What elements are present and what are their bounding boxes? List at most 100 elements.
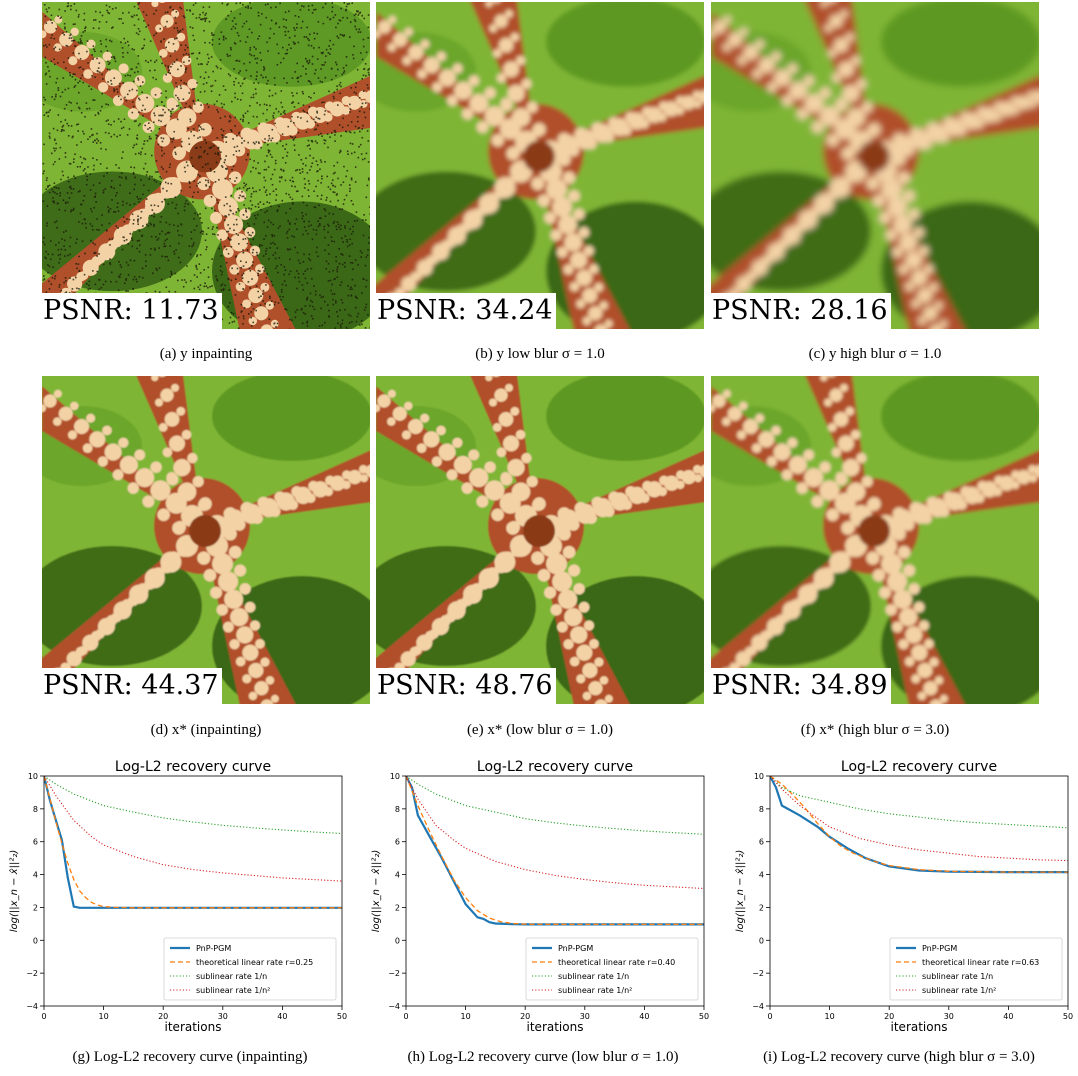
line-chart: Log-L2 recovery curve 0 10 20 30 40 50 −4 −2 0 2 4 6… [734,759,1073,1034]
series-line [44,776,342,835]
legend-label: theoretical linear rate r=0.25 [196,958,313,967]
series-line [44,776,342,882]
y-tick-label: −4 [388,1002,400,1011]
psnr-label: PSNR: 11.73 [42,293,222,329]
psnr-label: PSNR: 28.16 [711,293,891,329]
y-tick-label: 10 [754,772,764,781]
y-tick-label: 0 [759,936,764,945]
y-tick-label: 8 [395,805,400,814]
series-line [406,776,704,835]
y-axis-label: log(||x_n − x̂||²₂) [370,850,382,932]
plot-i: Log-L2 recovery curve 0 10 20 30 40 50 −4 −2 0 2 4 6… [726,756,1076,1034]
legend: PnP-PGM theoretical linear rate r=0.40 sub… [525,937,699,1001]
legend: PnP-PGM theoretical linear rate r=0.63 sub… [889,937,1063,1001]
starfish-illustration [711,2,1039,329]
legend-label: sublinear rate 1/n² [196,986,270,995]
psnr-label: PSNR: 34.89 [711,668,891,704]
caption-g: (g) Log-L2 recovery curve (inpainting) [72,1049,308,1065]
y-tick-label: 6 [33,838,38,847]
y-tick-label: −4 [752,1002,764,1011]
legend-label: PnP-PGM [558,944,593,953]
y-axis-label: log(||x_n − x̂||²₂) [734,850,746,932]
chart-title: Log-L2 recovery curve [477,759,633,775]
plot-frame [769,775,1069,1007]
psnr-label: PSNR: 44.37 [42,668,222,704]
y-tick-label: 10 [28,772,38,781]
starfish-image [42,376,370,704]
x-tick-label: 10 [825,1012,835,1021]
x-tick-label: 30 [944,1012,954,1021]
caption-h: (h) Log-L2 recovery curve (low blur σ = … [407,1049,679,1065]
x-tick-label: 10 [461,1012,471,1021]
y-tick-label: 8 [33,805,38,814]
series-line [770,776,1068,829]
x-axis-label: iterations [165,1020,222,1032]
x-tick-label: 20 [884,1012,894,1021]
x-tick-label: 30 [580,1012,590,1021]
x-tick-label: 0 [41,1012,46,1021]
x-tick-label: 40 [1003,1012,1013,1021]
series-line [44,776,342,909]
caption-e: (e) x* (low blur σ = 1.0) [466,722,614,738]
x-tick-label: 40 [639,1012,649,1021]
caption-f: (f) x* (high blur σ = 3.0) [800,722,950,738]
legend-label: theoretical linear rate r=0.63 [922,958,1039,967]
caption-d: (d) x* (inpainting) [150,722,262,738]
y-tick-label: −2 [752,969,764,978]
legend-label: PnP-PGM [922,944,957,953]
x-axis-label: iterations [891,1020,948,1032]
y-tick-label: 4 [33,871,38,880]
line-chart: Log-L2 recovery curve 0 10 20 30 40 50 −4 −2 0 2 4 6… [370,759,709,1034]
y-tick-label: 6 [395,838,400,847]
y-tick-label: 6 [759,838,764,847]
psnr-label: PSNR: 48.76 [376,668,556,704]
image-panel-f: PSNR: 34.89 [711,376,1039,704]
chart-title: Log-L2 recovery curve [115,759,271,775]
legend-label: sublinear rate 1/n [558,972,629,981]
y-tick-label: 2 [33,903,38,912]
y-tick-label: 0 [33,936,38,945]
x-tick-label: 20 [520,1012,530,1021]
y-tick-label: 8 [759,805,764,814]
caption-a: (a) y inpainting [159,346,253,362]
starfish-image [711,376,1039,704]
series-line [44,776,342,909]
starfish-image [711,2,1039,329]
caption-b: (b) y low blur σ = 1.0 [475,346,605,362]
x-tick-label: 0 [403,1012,408,1021]
x-tick-label: 30 [218,1012,228,1021]
image-panel-a: PSNR: 11.73 [42,2,370,329]
chart-title: Log-L2 recovery curve [841,759,997,775]
y-tick-label: 4 [395,871,400,880]
starfish-image [376,2,704,329]
legend-label: theoretical linear rate r=0.40 [558,958,675,967]
y-tick-label: 4 [759,871,764,880]
caption-i: (i) Log-L2 recovery curve (high blur σ =… [763,1049,1035,1065]
y-tick-label: −2 [388,969,400,978]
y-axis-label: log(||x_n − x̂||²₂) [8,850,20,932]
starfish-illustration [711,376,1039,704]
legend-label: PnP-PGM [196,944,231,953]
x-axis-label: iterations [527,1020,584,1032]
plot-h: Log-L2 recovery curve 0 10 20 30 40 50 −4 −2 0 2 4 6… [362,756,712,1034]
image-panel-b: PSNR: 34.24 [376,2,704,329]
line-chart: Log-L2 recovery curve 0 10 20 30 40 50 −4 −2 0 2 4 6… [8,759,347,1034]
caption-c: (c) y high blur σ = 1.0 [808,346,942,362]
y-tick-label: 10 [390,772,400,781]
starfish-illustration [42,2,370,329]
psnr-label: PSNR: 34.24 [376,293,556,329]
series-line [770,776,1068,873]
image-panel-d: PSNR: 44.37 [42,376,370,704]
image-panel-c: PSNR: 28.16 [711,2,1039,329]
y-tick-label: −4 [26,1002,38,1011]
x-tick-label: 50 [337,1012,347,1021]
legend-label: sublinear rate 1/n² [922,986,996,995]
x-tick-label: 20 [158,1012,168,1021]
starfish-image [376,376,704,704]
y-tick-label: 2 [759,903,764,912]
x-tick-label: 10 [99,1012,109,1021]
legend-label: sublinear rate 1/n² [558,986,632,995]
starfish-illustration [376,2,704,329]
plot-frame [405,775,705,1007]
legend: PnP-PGM theoretical linear rate r=0.25 sub… [163,937,337,1001]
